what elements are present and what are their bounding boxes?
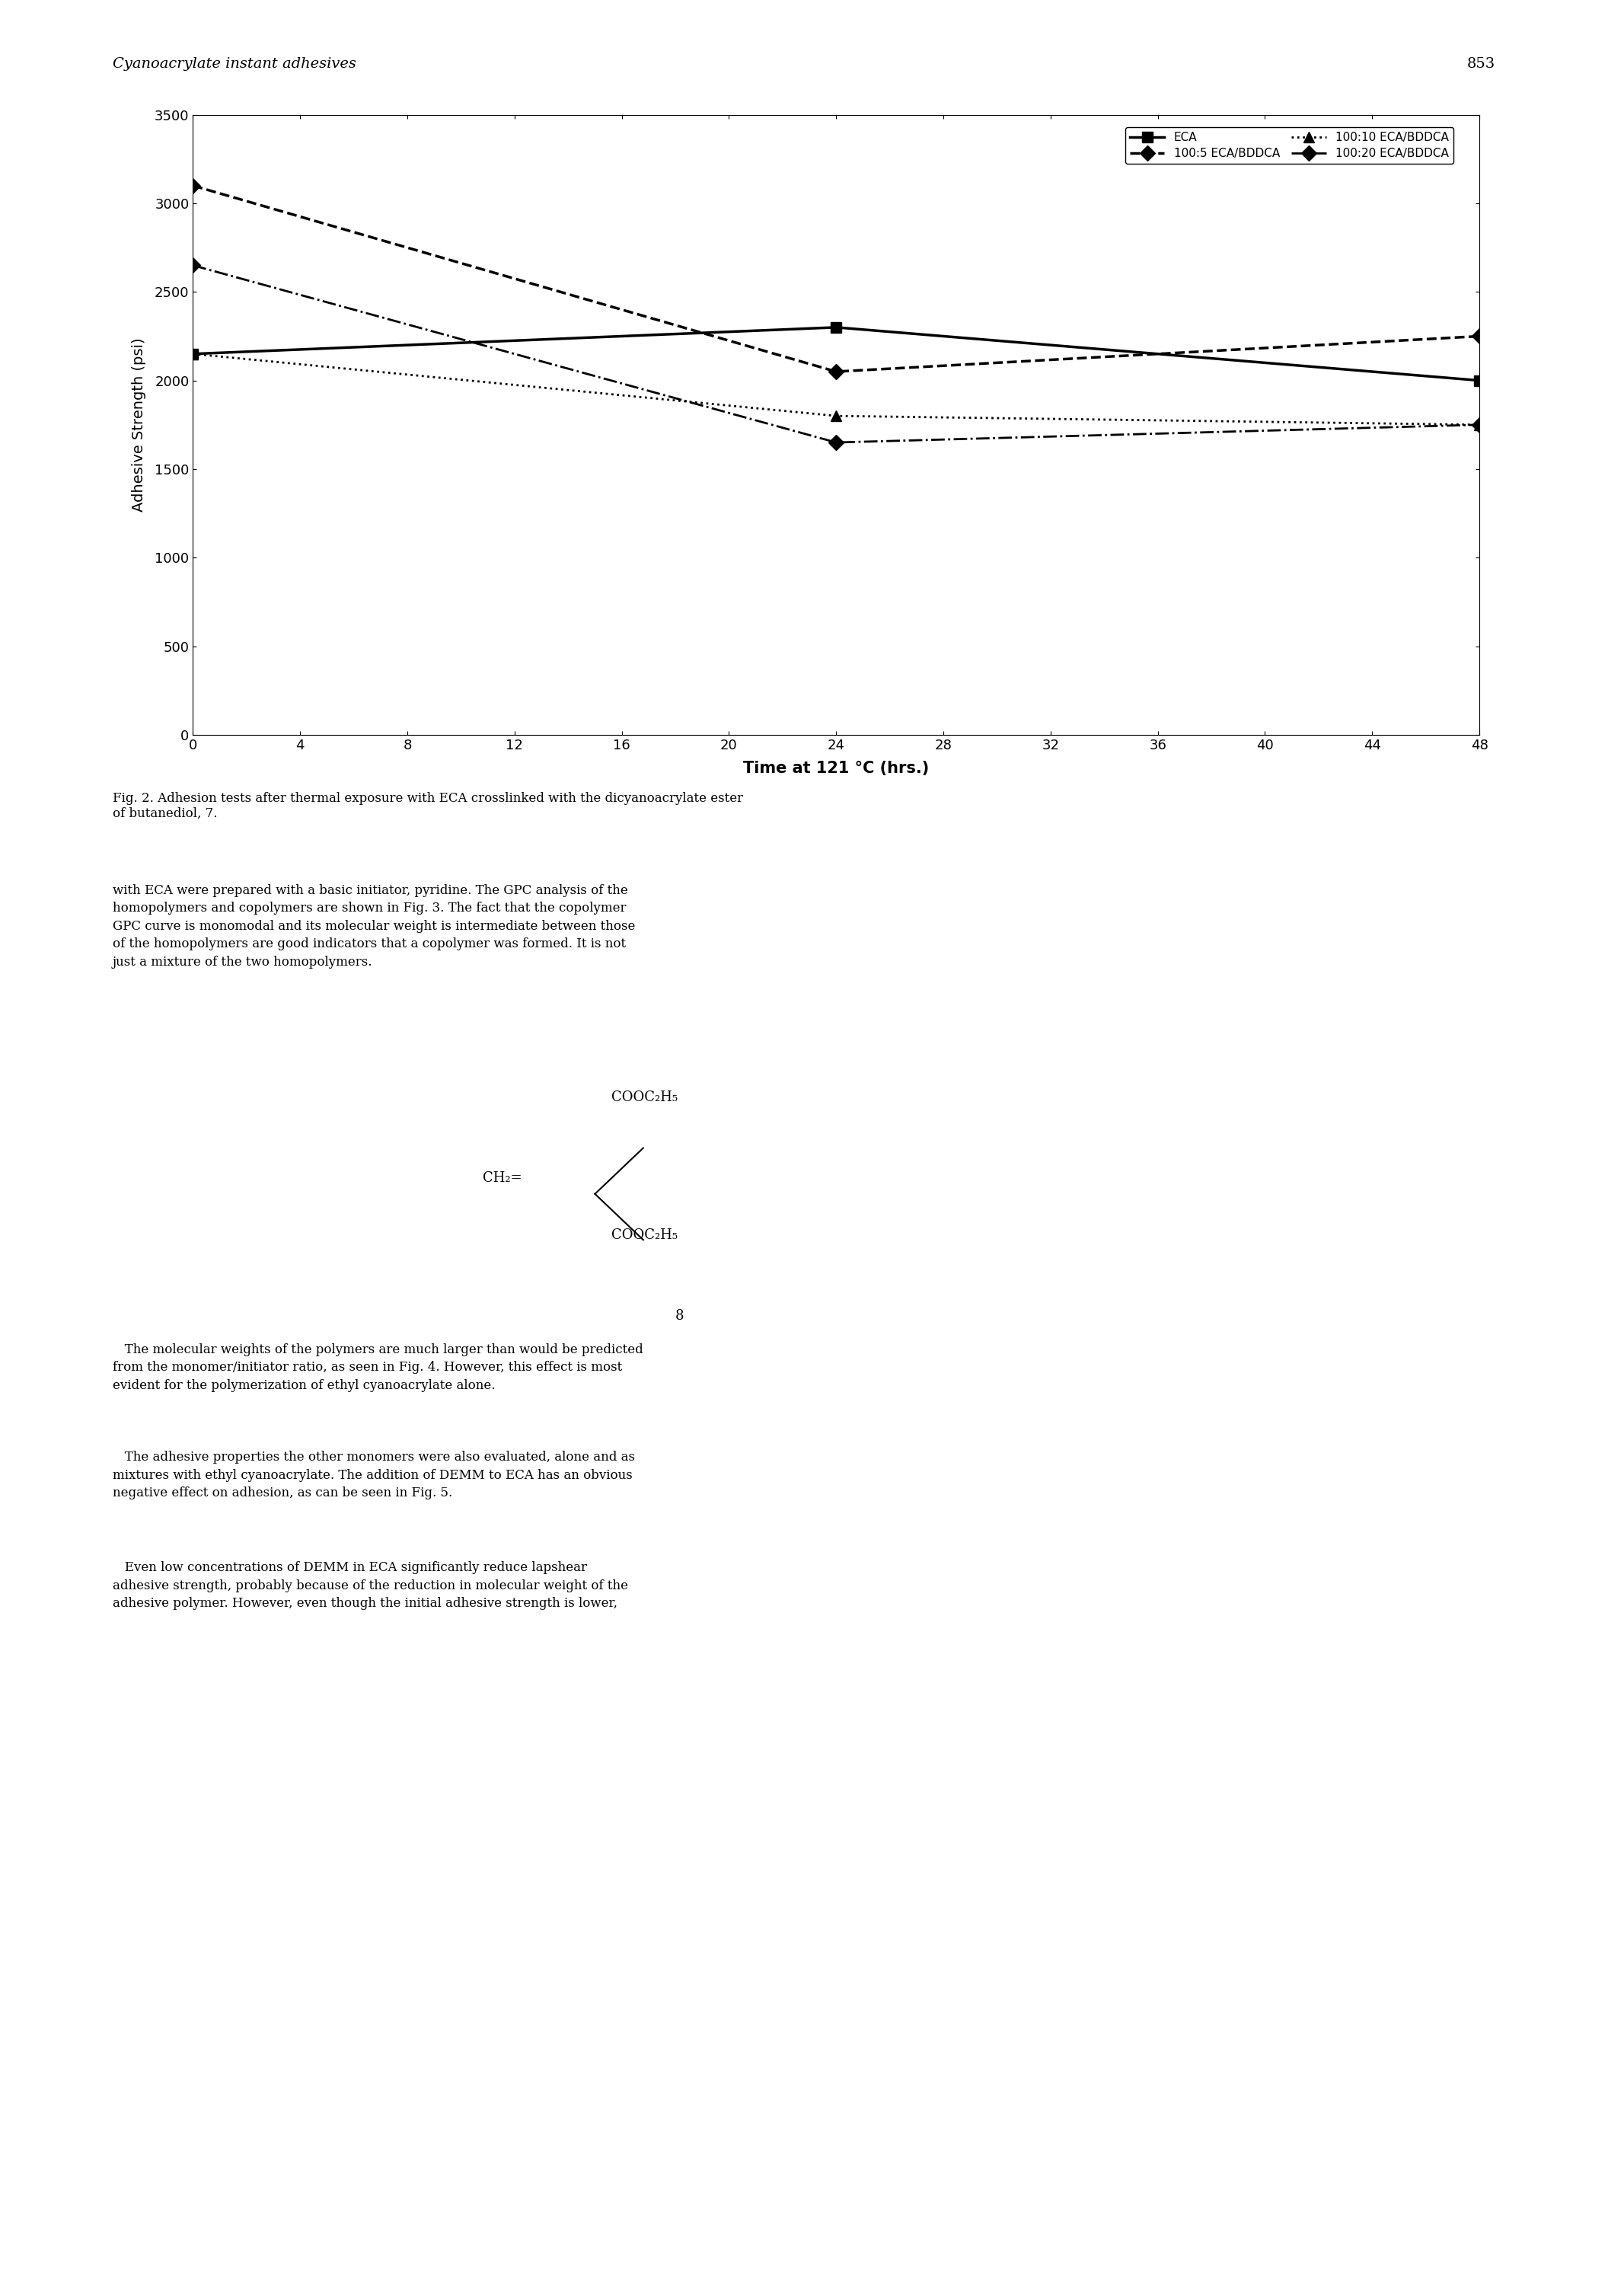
- Text: 8: 8: [675, 1309, 683, 1322]
- Text: 853: 853: [1466, 57, 1495, 71]
- Text: Cyanoacrylate instant adhesives: Cyanoacrylate instant adhesives: [113, 57, 355, 71]
- Text: COOC₂H₅: COOC₂H₅: [611, 1228, 677, 1242]
- Y-axis label: Adhesive Strength (psi): Adhesive Strength (psi): [132, 338, 146, 512]
- Text: COOC₂H₅: COOC₂H₅: [611, 1091, 677, 1104]
- Text: Fig. 2. Adhesion tests after thermal exposure with ECA crosslinked with the dicy: Fig. 2. Adhesion tests after thermal exp…: [113, 792, 743, 820]
- Text: Even low concentrations of DEMM in ECA significantly reduce lapshear
adhesive st: Even low concentrations of DEMM in ECA s…: [113, 1561, 629, 1609]
- Legend: ECA, 100:5 ECA/BDDCA, 100:10 ECA/BDDCA, 100:20 ECA/BDDCA: ECA, 100:5 ECA/BDDCA, 100:10 ECA/BDDCA, …: [1126, 126, 1454, 163]
- X-axis label: Time at 121 °C (hrs.): Time at 121 °C (hrs.): [743, 760, 929, 776]
- Text: CH₂=: CH₂=: [482, 1171, 521, 1185]
- Text: The molecular weights of the polymers are much larger than would be predicted
fr: The molecular weights of the polymers ar…: [113, 1343, 643, 1391]
- Text: The adhesive properties the other monomers were also evaluated, alone and as
mix: The adhesive properties the other monome…: [113, 1451, 635, 1499]
- Text: with ECA were prepared with a basic initiator, pyridine. The GPC analysis of the: with ECA were prepared with a basic init…: [113, 884, 635, 969]
